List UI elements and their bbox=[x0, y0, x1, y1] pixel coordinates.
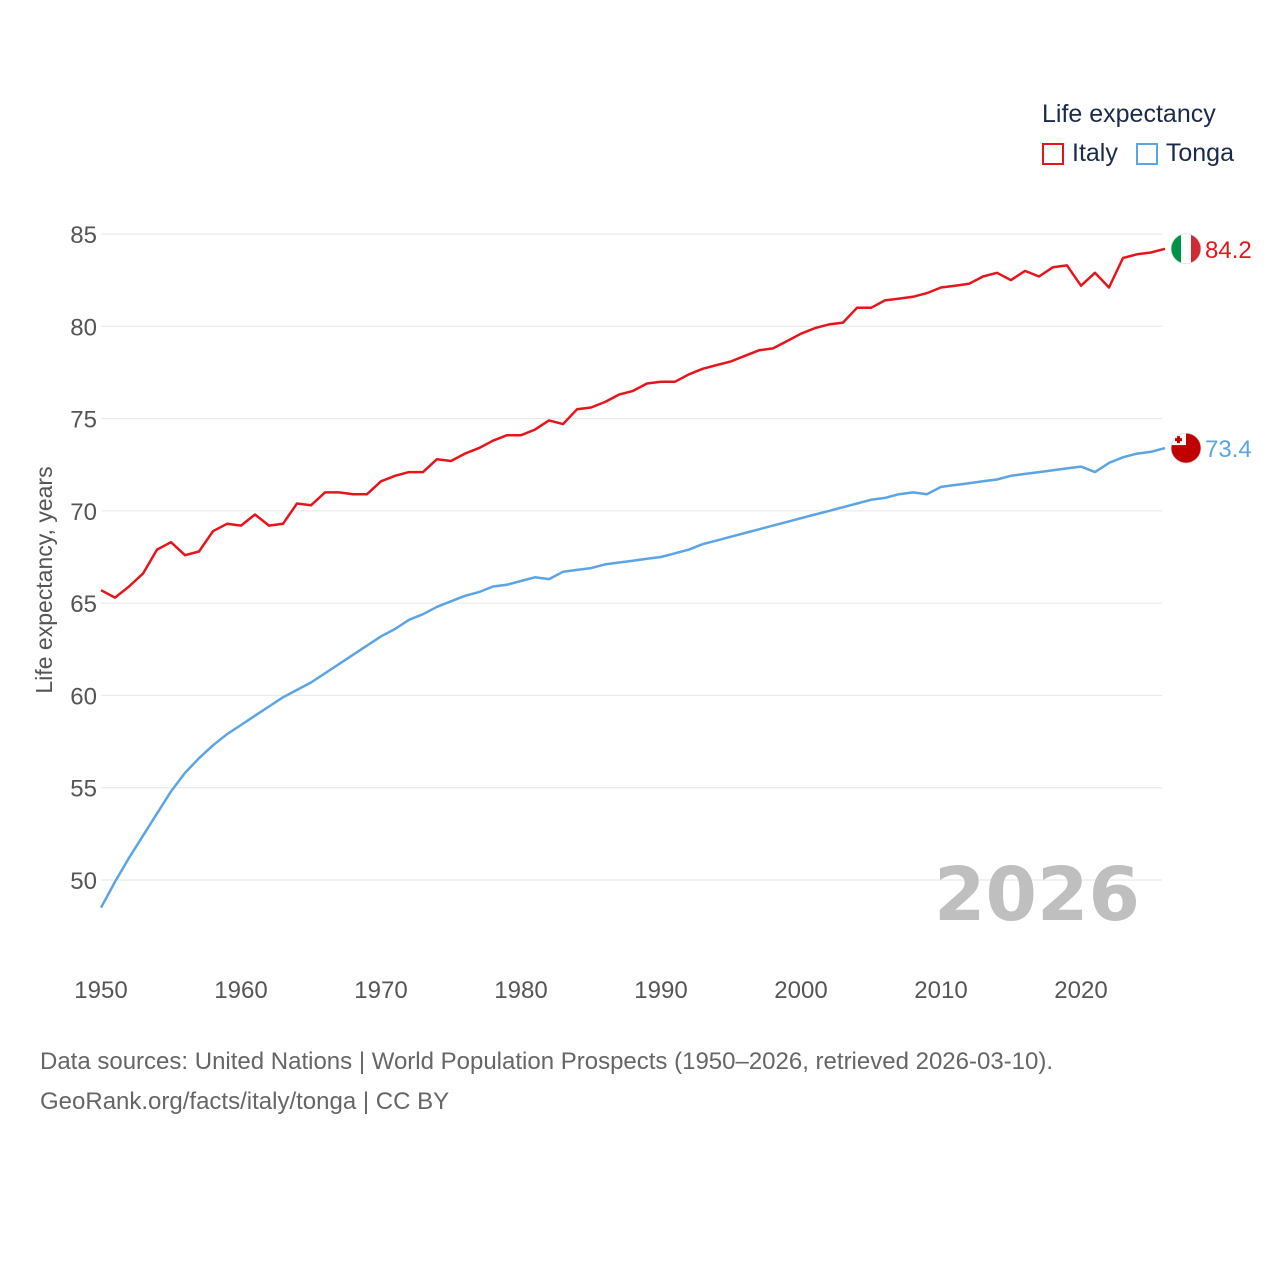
y-tick-label-60: 60 bbox=[70, 683, 97, 710]
y-tick-label-55: 55 bbox=[70, 776, 97, 803]
x-tick-label-2000: 2000 bbox=[774, 977, 827, 1004]
y-axis-label: Life expectancy, years bbox=[31, 466, 57, 693]
legend-label-italy: Italy bbox=[1072, 139, 1118, 167]
x-tick-label-1970: 1970 bbox=[354, 977, 407, 1004]
end-markers: 84.2 73.4 bbox=[1170, 233, 1252, 464]
series-layer bbox=[99, 247, 1166, 909]
legend-title: Life expectancy bbox=[1042, 100, 1216, 128]
y-tick-label-85: 85 bbox=[70, 222, 97, 249]
end-value-label-tonga: 73.4 bbox=[1205, 436, 1252, 463]
y-tick-label-80: 80 bbox=[70, 314, 97, 341]
x-tick-label-2020: 2020 bbox=[1054, 977, 1107, 1004]
y-tick-label-75: 75 bbox=[70, 407, 97, 434]
legend-label-tonga: Tonga bbox=[1165, 139, 1234, 167]
legend: Life expectancy Italy Tonga bbox=[1042, 100, 1252, 168]
end-value-label-italy: 84.2 bbox=[1205, 237, 1252, 264]
x-tick-label-1950: 1950 bbox=[74, 977, 127, 1004]
y-tick-label-70: 70 bbox=[70, 499, 97, 526]
x-tick-label-1960: 1960 bbox=[214, 977, 267, 1004]
attribution-link[interactable]: GeoRank.org/facts/italy/tonga | CC BY bbox=[40, 1088, 450, 1115]
y-tick-label-50: 50 bbox=[70, 868, 97, 895]
legend-item-tonga[interactable]: Tonga bbox=[1135, 139, 1234, 168]
data-source-note: Data sources: United Nations | World Pop… bbox=[40, 1048, 1054, 1075]
italy-flag-icon bbox=[1170, 233, 1202, 265]
year-watermark: 2026 bbox=[934, 852, 1140, 938]
x-tick-label-2010: 2010 bbox=[914, 977, 967, 1004]
legend-swatch-tonga bbox=[1135, 142, 1158, 165]
x-tick-label-1990: 1990 bbox=[634, 977, 687, 1004]
tonga-flag-icon bbox=[1170, 432, 1202, 464]
grid-layer bbox=[101, 233, 1162, 881]
legend-swatch-italy bbox=[1042, 142, 1064, 165]
y-tick-label-65: 65 bbox=[70, 591, 97, 618]
series-line-italy bbox=[100, 247, 1166, 599]
y-axis-ticks: 50 55 60 65 70 75 80 85 bbox=[70, 222, 97, 895]
legend-item-italy[interactable]: Italy bbox=[1042, 139, 1118, 168]
x-tick-label-1980: 1980 bbox=[494, 977, 547, 1004]
series-line-tonga bbox=[99, 446, 1166, 909]
x-axis-ticks: 1950 1960 1970 1980 1990 2000 2010 2020 bbox=[74, 977, 1107, 1004]
footer: Data sources: United Nations | World Pop… bbox=[40, 1042, 1053, 1122]
